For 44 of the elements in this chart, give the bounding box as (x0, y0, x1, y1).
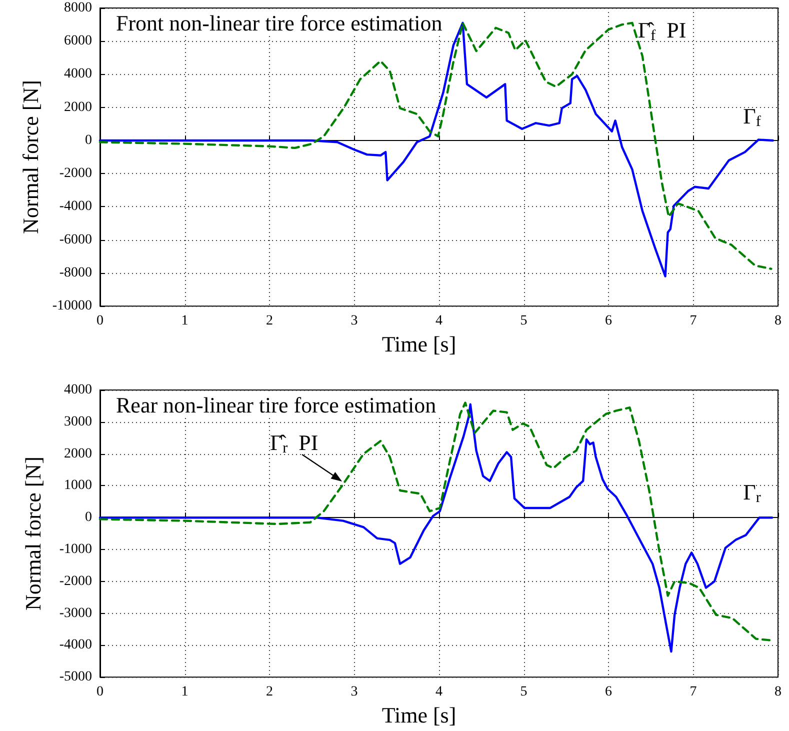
y-tick-label: -4000 (59, 638, 92, 653)
y-tick-label: -2000 (59, 166, 92, 182)
y-tick-label: -2000 (59, 574, 92, 589)
y-tick-label: 4000 (64, 382, 92, 398)
x-tick-label: 4 (436, 684, 442, 700)
y-tick-label: 0 (85, 510, 92, 526)
chart-title: Front non-linear tire force estimation (116, 10, 442, 36)
y-tick-label: 4000 (64, 66, 92, 82)
chart-title: Rear non-linear tire force estimation (116, 392, 436, 418)
y-axis-title: Normal force [N] (20, 456, 46, 611)
x-tick-label: 0 (96, 314, 104, 329)
x-tick-label: 8 (774, 314, 782, 329)
x-tick-label: 3 (350, 684, 358, 700)
x-tick-label: 5 (520, 684, 528, 700)
x-tick-label: 3 (350, 314, 358, 329)
y-tick-label: 8000 (64, 0, 92, 16)
y-tick-label: -8000 (59, 265, 92, 280)
y-tick-label: 6000 (64, 34, 92, 49)
y-tick-label: -6000 (59, 232, 92, 248)
x-tick-label: 2 (266, 684, 273, 700)
y-tick-label: -3000 (59, 606, 92, 621)
x-tick-label: 7 (690, 684, 697, 700)
y-tick-label: 1000 (64, 478, 92, 494)
y-tick-label: -10000 (52, 298, 92, 314)
x-axis-title: Time [s] (382, 332, 456, 356)
x-tick-label: 1 (181, 314, 188, 329)
x-tick-label: 2 (266, 314, 273, 329)
y-tick-label: 2000 (64, 446, 92, 462)
x-tick-label: 0 (96, 684, 104, 700)
x-tick-label: 7 (690, 314, 697, 329)
x-tick-label: 6 (605, 314, 612, 329)
x-tick-label: 6 (605, 684, 612, 700)
x-tick-label: 4 (436, 314, 442, 329)
x-tick-label: 1 (181, 684, 188, 700)
y-tick-label: -5000 (59, 670, 92, 685)
y-tick-label: 2000 (64, 100, 92, 115)
x-tick-label: 8 (774, 684, 782, 700)
x-axis-title: Time [s] (382, 702, 456, 728)
y-tick-label: -1000 (59, 542, 92, 557)
y-axis-title: Normal force [N] (18, 80, 43, 234)
x-tick-label: 5 (520, 314, 528, 329)
y-tick-label: 3000 (64, 414, 92, 430)
y-tick-label: 0 (85, 132, 92, 148)
y-tick-label: -4000 (59, 199, 92, 214)
